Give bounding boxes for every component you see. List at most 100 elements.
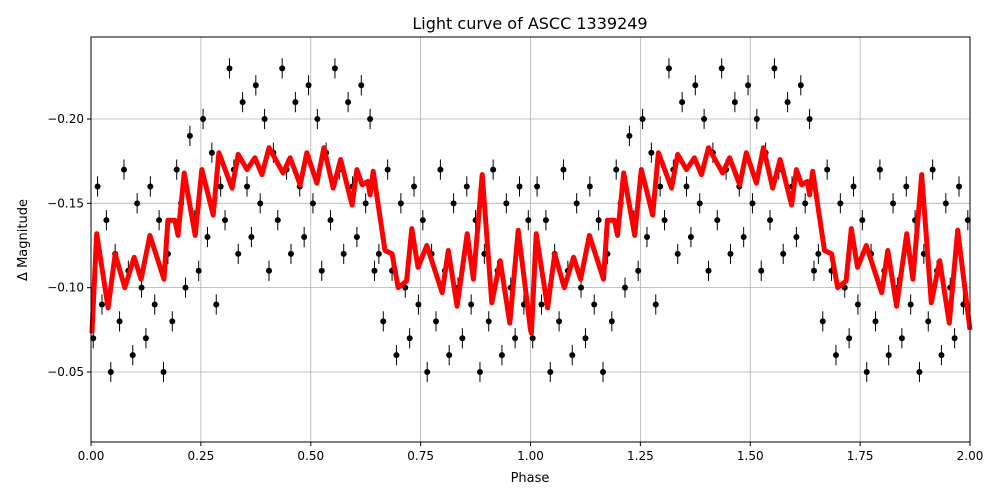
data-point (257, 200, 264, 207)
data-point (903, 183, 910, 190)
data-point (956, 183, 963, 190)
data-point (569, 352, 576, 359)
data-point (819, 318, 826, 325)
data-point (147, 183, 154, 190)
data-point (169, 318, 176, 325)
data-point (749, 200, 756, 207)
data-point (525, 217, 532, 224)
y-tick-label: −0.05 (47, 365, 84, 379)
data-point (318, 267, 325, 274)
data-point (898, 335, 905, 342)
data-point (529, 335, 536, 342)
data-point (850, 183, 857, 190)
data-point (103, 217, 110, 224)
y-tick-label: −0.15 (47, 196, 84, 210)
data-point (287, 250, 294, 257)
data-point (837, 200, 844, 207)
x-tick-label: 0.00 (78, 449, 105, 463)
data-point (731, 99, 738, 106)
data-point (701, 115, 708, 122)
data-point (375, 250, 382, 257)
data-point (397, 200, 404, 207)
x-tick-label: 1.25 (627, 449, 654, 463)
x-tick-label: 1.00 (517, 449, 544, 463)
data-point (929, 166, 936, 173)
data-point (854, 301, 861, 308)
data-point (503, 200, 510, 207)
data-point (450, 200, 457, 207)
data-point (771, 65, 778, 72)
data-point (490, 166, 497, 173)
data-point (824, 166, 831, 173)
data-point (182, 284, 189, 291)
data-point (156, 217, 163, 224)
data-point (239, 99, 246, 106)
data-point (964, 217, 971, 224)
y-tick-label: −0.10 (47, 281, 84, 295)
y-axis-ticks: −0.20 −0.15 −0.10 −0.05 (47, 112, 91, 379)
y-axis-label: Δ Magnitude (16, 199, 31, 281)
data-point (393, 352, 400, 359)
data-point (758, 267, 765, 274)
data-point (380, 318, 387, 325)
data-point (784, 99, 791, 106)
data-point (648, 149, 655, 156)
data-point (160, 368, 167, 375)
data-point (208, 149, 215, 156)
data-point (411, 183, 418, 190)
data-point (195, 267, 202, 274)
data-point (90, 335, 97, 342)
data-point (244, 183, 251, 190)
data-point (265, 267, 272, 274)
data-point (498, 352, 505, 359)
data-point (94, 183, 101, 190)
data-point (468, 301, 475, 308)
data-point (661, 217, 668, 224)
data-point (459, 335, 466, 342)
data-point (907, 301, 914, 308)
data-point (780, 250, 787, 257)
data-point (345, 99, 352, 106)
x-tick-label: 1.50 (737, 449, 764, 463)
data-point (213, 301, 220, 308)
x-tick-label: 0.50 (297, 449, 324, 463)
data-point (406, 335, 413, 342)
data-point (797, 82, 804, 89)
data-point (806, 115, 813, 122)
data-point (767, 217, 774, 224)
data-point (586, 183, 593, 190)
data-point (802, 200, 809, 207)
data-point (626, 132, 633, 139)
data-point (608, 318, 615, 325)
data-point (516, 183, 523, 190)
model-curve (89, 145, 973, 336)
data-point (942, 200, 949, 207)
data-point (635, 267, 642, 274)
data-point (292, 99, 299, 106)
data-point (305, 82, 312, 89)
data-point (98, 301, 105, 308)
data-point (872, 318, 879, 325)
data-point (327, 217, 334, 224)
data-point (705, 267, 712, 274)
data-point (925, 318, 932, 325)
data-point (512, 335, 519, 342)
data-point (419, 217, 426, 224)
x-tick-label: 0.25 (188, 449, 215, 463)
data-point (639, 115, 646, 122)
data-point (876, 166, 883, 173)
data-point (309, 200, 316, 207)
data-point (595, 217, 602, 224)
data-point (793, 234, 800, 241)
data-point (753, 115, 760, 122)
x-tick-label: 1.75 (847, 449, 874, 463)
data-point (714, 217, 721, 224)
data-point (261, 115, 268, 122)
data-point (226, 65, 233, 72)
x-axis-ticks: 0.00 0.25 0.50 0.75 1.00 1.25 1.50 1.75 2.00 (78, 442, 983, 463)
data-point (815, 250, 822, 257)
data-point (424, 368, 431, 375)
data-point (560, 166, 567, 173)
data-point (573, 200, 580, 207)
